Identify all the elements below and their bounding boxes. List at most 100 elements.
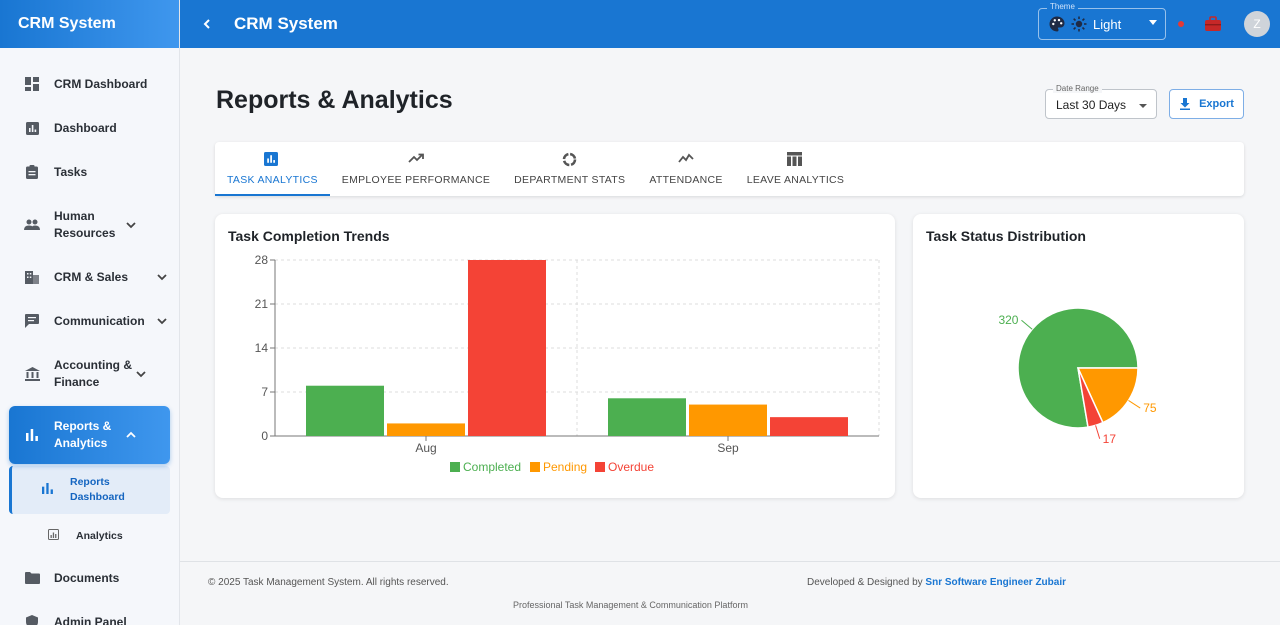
sidebar-subitem-reports-dashboard[interactable]: Reports Dashboard — [9, 466, 170, 514]
sidebar-item-label: Accounting & Finance — [54, 357, 132, 389]
trending-up-icon — [408, 152, 424, 168]
footer-credit: Developed & Designed by Snr Software Eng… — [807, 577, 1066, 588]
bar-completed-aug — [306, 385, 384, 436]
legend-swatch — [595, 462, 605, 472]
theme-select-label: Theme — [1047, 2, 1078, 11]
topbar-title: CRM System — [234, 14, 338, 33]
task-status-distribution-card: Task Status Distribution 320 75 17 — [913, 214, 1244, 498]
x-tick-label: Aug — [415, 441, 436, 455]
date-range-value: Last 30 Days — [1056, 98, 1127, 112]
chevron-down-icon[interactable] — [155, 314, 169, 328]
chevron-down-icon[interactable] — [155, 270, 169, 284]
y-tick-label: 7 — [261, 385, 268, 399]
bar-chart-icon — [24, 427, 40, 443]
legend-swatch — [530, 462, 540, 472]
tab-label: EMPLOYEE PERFORMANCE — [341, 174, 491, 186]
footer: © 2025 Task Management System. All right… — [180, 561, 1280, 625]
export-button[interactable]: Export — [1169, 89, 1244, 119]
sidebar-item-tasks[interactable]: Tasks — [0, 150, 179, 194]
y-tick-label: 28 — [255, 253, 269, 267]
pie-slice-label: 17 — [1103, 432, 1117, 446]
sidebar-item-label: Dashboard — [54, 120, 117, 135]
date-range-select[interactable]: Date Range Last 30 Days — [1045, 84, 1157, 119]
folder-icon — [24, 570, 40, 586]
chevron-left-icon[interactable] — [200, 17, 214, 31]
sidebar-item-dashboard[interactable]: Dashboard — [0, 106, 179, 150]
bar-chart-icon — [42, 483, 56, 497]
report-tabs: TASK ANALYTICS EMPLOYEE PERFORMANCE DEPA… — [215, 142, 1244, 196]
tab-leave-analytics[interactable]: LEAVE ANALYTICS — [735, 142, 856, 196]
sun-icon — [1071, 16, 1087, 32]
chevron-up-icon[interactable] — [124, 428, 138, 442]
sidebar-item-admin-panel[interactable]: Admin Panel — [0, 600, 179, 625]
sidebar-item-documents[interactable]: Documents — [0, 556, 179, 600]
sidebar-item-accounting-finance[interactable]: Accounting & Finance — [0, 343, 179, 404]
line-chart-icon — [678, 152, 694, 168]
tab-task-analytics[interactable]: TASK ANALYTICS — [215, 142, 330, 196]
bar-pending-sep — [689, 404, 767, 436]
avatar[interactable]: Z — [1244, 11, 1270, 37]
dropdown-arrow-icon — [1149, 20, 1157, 25]
sidebar-item-human-resources[interactable]: Human Resources — [0, 194, 179, 255]
download-icon — [1179, 98, 1191, 110]
sidebar-item-crm-sales[interactable]: CRM & Sales — [0, 255, 179, 299]
export-button-label: Export — [1199, 98, 1234, 110]
legend-label: Pending — [543, 460, 587, 474]
chat-icon — [24, 313, 40, 329]
bar-completed-sep — [608, 398, 686, 436]
sidebar-subitem-label: Reports Dashboard — [70, 476, 125, 503]
task-completion-trends-card: Task Completion Trends 0 7 14 21 28 Aug Sep Com… — [215, 214, 895, 498]
footer-tagline: Professional Task Management & Communica… — [513, 600, 748, 610]
tab-attendance[interactable]: ATTENDANCE — [637, 142, 734, 196]
y-tick-label: 14 — [255, 341, 269, 355]
bar-chart-icon — [24, 120, 40, 136]
bar-pending-aug — [387, 423, 465, 436]
tab-department-stats[interactable]: DEPARTMENT STATS — [502, 142, 637, 196]
sidebar-item-reports-analytics[interactable]: Reports & Analytics — [9, 406, 170, 464]
pie-slice-label: 75 — [1143, 401, 1157, 415]
footer-developer-link[interactable]: Snr Software Engineer Zubair — [925, 577, 1067, 588]
tab-employee-performance[interactable]: EMPLOYEE PERFORMANCE — [330, 142, 502, 196]
chevron-down-icon[interactable] — [124, 218, 138, 232]
legend-swatch — [450, 462, 460, 472]
sidebar-item-label: Reports & Analytics — [54, 419, 112, 450]
people-icon — [24, 217, 40, 233]
donut-icon — [562, 152, 578, 168]
chart-title: Task Status Distribution — [926, 228, 1086, 244]
sidebar-item-communication[interactable]: Communication — [0, 299, 179, 343]
footer-copyright: © 2025 Task Management System. All right… — [208, 577, 449, 588]
theme-select-value: Light — [1093, 16, 1122, 32]
y-tick-label: 21 — [255, 297, 269, 311]
shield-icon — [24, 614, 40, 625]
dropdown-arrow-icon — [1139, 104, 1147, 108]
sidebar-brand[interactable]: CRM System — [0, 0, 179, 48]
pie-slice-pending — [1076, 367, 1139, 424]
dashboard-icon — [24, 76, 40, 92]
bar-chart-icon — [264, 152, 280, 168]
pie-slice-overdue — [1077, 367, 1104, 429]
page-title: Reports & Analytics — [216, 86, 453, 114]
tab-label: LEAVE ANALYTICS — [746, 174, 845, 186]
sidebar-item-label: Tasks — [54, 164, 88, 179]
notification-dot-icon[interactable] — [1178, 21, 1184, 27]
sidebar-item-label: CRM & Sales — [54, 269, 129, 284]
sidebar-subitem-analytics[interactable]: Analytics — [9, 516, 170, 556]
tab-label: ATTENDANCE — [649, 174, 723, 186]
bank-icon — [24, 366, 40, 382]
chevron-down-icon[interactable] — [134, 367, 148, 381]
pie-slice-label: 320 — [998, 313, 1018, 327]
date-range-label: Date Range — [1053, 84, 1102, 93]
sidebar-nav: CRM Dashboard Dashboard Tasks Human Reso… — [0, 48, 179, 625]
x-tick-label: Sep — [717, 441, 739, 455]
sidebar-item-crm-dashboard[interactable]: CRM Dashboard — [0, 62, 179, 106]
briefcase-icon[interactable] — [1204, 15, 1222, 33]
pie-label-line — [1128, 400, 1141, 409]
task-status-pie-chart: 320 75 17 — [998, 307, 1157, 446]
sidebar-item-label: CRM Dashboard — [54, 76, 148, 91]
sidebar-item-label: Admin Panel — [54, 614, 127, 625]
theme-select[interactable]: Theme Light — [1038, 2, 1166, 40]
sidebar-item-label: Human Resources — [54, 208, 116, 240]
pie-label-line — [1021, 319, 1033, 330]
legend-label: Overdue — [608, 460, 654, 474]
sidebar-item-label: Documents — [54, 570, 120, 585]
